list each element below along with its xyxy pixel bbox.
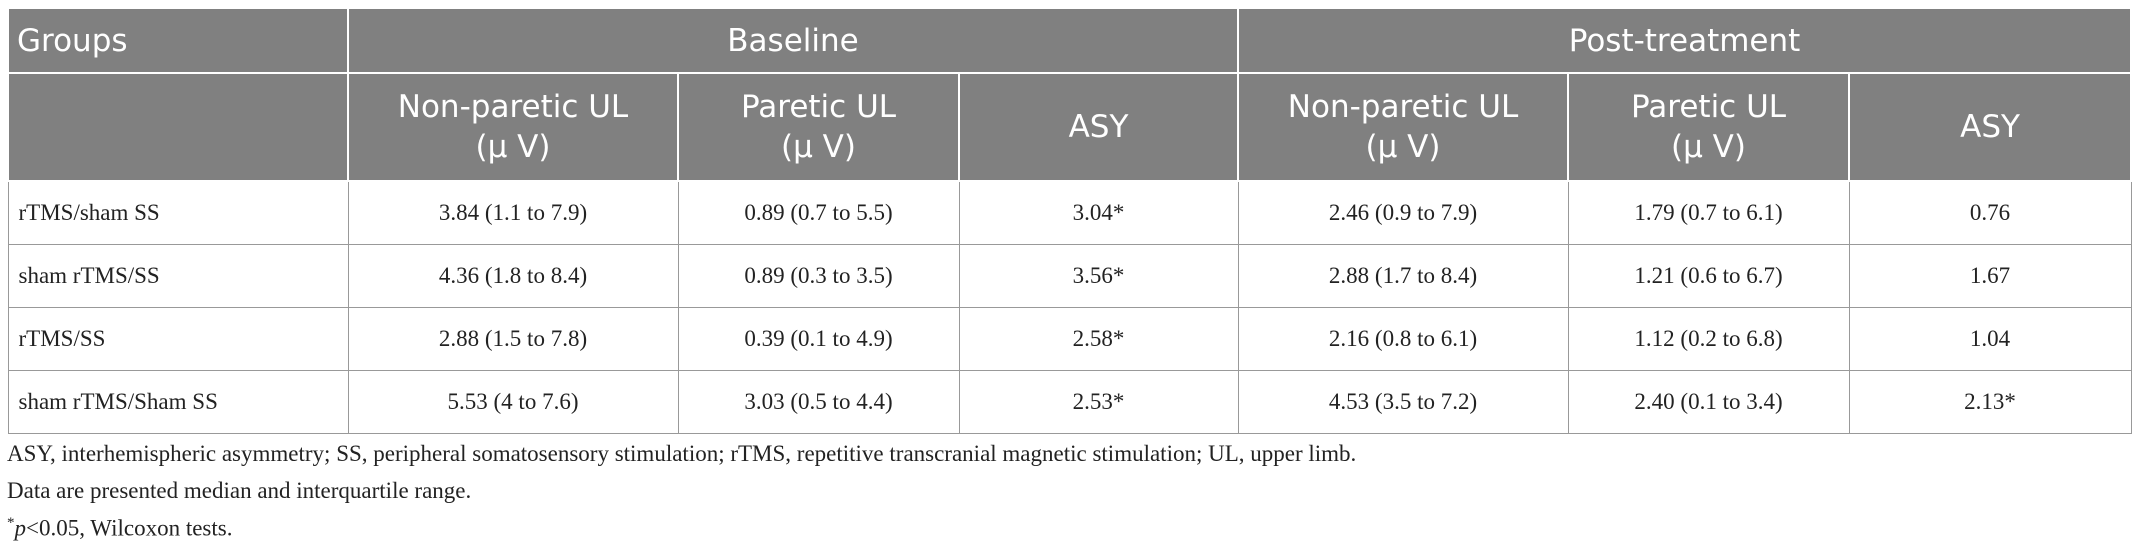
header-cell xyxy=(7,72,349,182)
table-cell: 1.21 (0.6 to 6.7) xyxy=(1567,244,1850,308)
header-cell: Non-paretic UL (μ V) xyxy=(1237,72,1570,182)
table-cell: 1.04 xyxy=(1848,307,2132,371)
table-row: sham rTMS/SS 4.36 (1.8 to 8.4) 0.89 (0.3 t… xyxy=(7,244,2132,308)
table-body: rTMS/sham SS 3.84 (1.1 to 7.9) 0.89 (0.7 t… xyxy=(7,180,2132,434)
table-cell: 1.12 (0.2 to 6.8) xyxy=(1567,307,1850,371)
header-label: Paretic UL xyxy=(1630,89,1787,125)
table-cell: sham rTMS/Sham SS xyxy=(7,370,349,434)
header-cell: Groups xyxy=(7,7,349,74)
table-cell: 0.76 xyxy=(1848,180,2132,245)
table-cell: 2.40 (0.1 to 3.4) xyxy=(1567,370,1850,434)
table-cell: 3.04* xyxy=(958,180,1239,245)
header-label: Non-paretic UL xyxy=(397,89,629,125)
table-cell: rTMS/sham SS xyxy=(7,180,349,245)
table-cell: 3.03 (0.5 to 4.4) xyxy=(677,370,960,434)
table-cell: 0.39 (0.1 to 4.9) xyxy=(677,307,960,371)
table-cell: 2.88 (1.5 to 7.8) xyxy=(347,307,679,371)
table-cell: 3.56* xyxy=(958,244,1239,308)
data-table: Groups Baseline Post-treatment Non-paret… xyxy=(7,7,2133,434)
footnote: ASY, interhemispheric asymmetry; SS, per… xyxy=(7,441,1357,466)
table-cell: 0.89 (0.7 to 5.5) xyxy=(677,180,960,245)
footnote: Data are presented median and interquart… xyxy=(7,478,472,503)
header-row: Groups Baseline Post-treatment xyxy=(7,7,2133,74)
table-cell: 0.89 (0.3 to 3.5) xyxy=(677,244,960,308)
header-unit: (μ V) xyxy=(475,129,551,165)
table-cell: 2.88 (1.7 to 8.4) xyxy=(1237,244,1569,308)
header-unit: (μ V) xyxy=(781,129,856,165)
footnote-symbol: p xyxy=(14,515,27,541)
header-cell: Post-treatment xyxy=(1237,7,2133,74)
table-cell: 1.79 (0.7 to 6.1) xyxy=(1567,180,1850,245)
header-cell: ASY xyxy=(1848,72,2133,182)
header-label: Non-paretic UL xyxy=(1287,89,1519,125)
header-cell: Paretic UL (μ V) xyxy=(677,72,960,182)
table-cell: 3.84 (1.1 to 7.9) xyxy=(347,180,679,245)
table-cell: 2.16 (0.8 to 6.1) xyxy=(1237,307,1569,371)
table-row: rTMS/SS 2.88 (1.5 to 7.8) 0.39 (0.1 to 4.9… xyxy=(7,307,2132,371)
table-cell: sham rTMS/SS xyxy=(7,244,349,308)
table-cell: 2.53* xyxy=(958,370,1239,434)
header-label: ASY xyxy=(1068,109,1129,145)
header-label: Paretic UL xyxy=(740,89,897,125)
header-cell: Baseline xyxy=(346,7,1240,74)
header-cell: Paretic UL (μ V) xyxy=(1567,72,1851,182)
table-cell: 5.53 (4 to 7.6) xyxy=(347,370,679,434)
table-cell: 2.13* xyxy=(1848,370,2132,434)
header-unit: (μ V) xyxy=(1671,129,1746,165)
footnote: *p<0.05, Wilcoxon tests. xyxy=(7,515,232,542)
footnote-mark: * xyxy=(7,515,15,531)
table-cell: 4.36 (1.8 to 8.4) xyxy=(347,244,679,308)
header-label: ASY xyxy=(1960,109,2020,145)
table-cell: 2.46 (0.9 to 7.9) xyxy=(1237,180,1569,245)
table-row: rTMS/sham SS 3.84 (1.1 to 7.9) 0.89 (0.7 t… xyxy=(7,180,2132,245)
table-cell: 2.58* xyxy=(958,307,1239,371)
header-cell: ASY xyxy=(957,72,1240,182)
table-cell: 1.67 xyxy=(1848,244,2132,308)
table-cell: rTMS/SS xyxy=(7,307,349,371)
footnote-text: <0.05, Wilcoxon tests. xyxy=(26,515,233,541)
header-unit: (μ V) xyxy=(1365,129,1441,165)
table-cell: 4.53 (3.5 to 7.2) xyxy=(1237,370,1569,434)
header-cell: Non-paretic UL (μ V) xyxy=(347,72,679,182)
subheader-row: Non-paretic UL (μ V) Paretic UL (μ V) ASY Non… xyxy=(7,72,2133,182)
table-row: sham rTMS/Sham SS 5.53 (4 to 7.6) 3.03 (0.… xyxy=(7,370,2132,434)
